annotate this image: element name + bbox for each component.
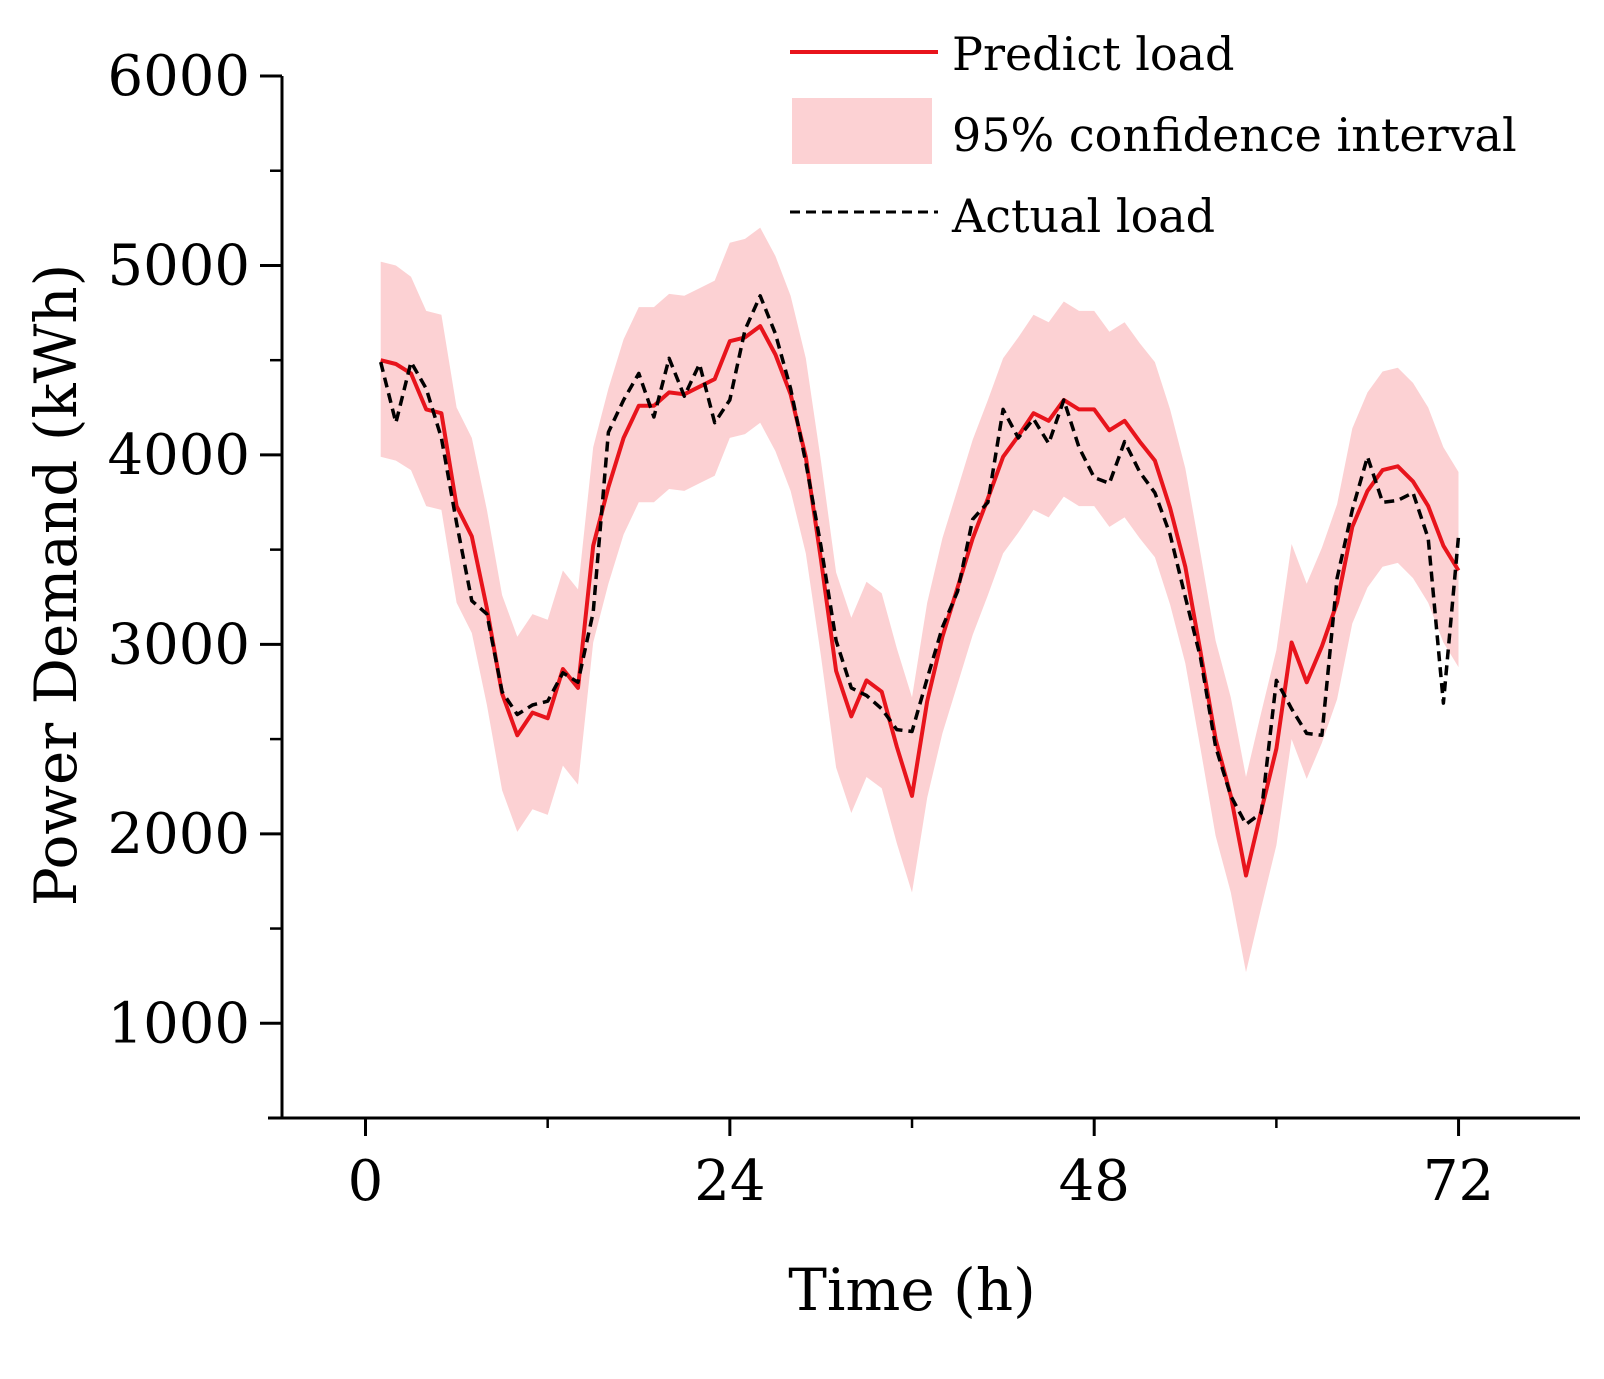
- axes: 0 24 48 72 1000 2000 3000 4000 5000 6000: [107, 44, 1580, 1214]
- y-tick-label-4000: 4000: [107, 423, 250, 488]
- legend-label-ci: 95% confidence interval: [952, 108, 1517, 162]
- y-tick-label-2000: 2000: [107, 802, 250, 867]
- x-tick-label-24: 24: [694, 1149, 765, 1214]
- x-axis-title: Time (h): [788, 1256, 1036, 1324]
- y-tick-label-3000: 3000: [107, 612, 250, 677]
- y-tick-label-5000: 5000: [107, 233, 250, 298]
- legend-label-predict: Predict load: [952, 27, 1234, 81]
- legend: Predict load 95% confidence interval Act…: [790, 27, 1517, 243]
- legend-swatch-ci: [792, 98, 932, 164]
- y-tick-label-1000: 1000: [107, 991, 250, 1056]
- y-tick-label-6000: 6000: [107, 44, 250, 109]
- x-tick-label-48: 48: [1059, 1149, 1130, 1214]
- x-tick-label-72: 72: [1423, 1149, 1494, 1214]
- x-tick-label-0: 0: [348, 1149, 384, 1214]
- series-ci-band: [380, 227, 1459, 973]
- legend-label-actual: Actual load: [951, 189, 1215, 243]
- axis-ticks: 0 24 48 72 1000 2000 3000 4000 5000 6000: [107, 44, 1494, 1214]
- y-axis-title: Power Demand (kWh): [22, 264, 90, 906]
- plot-area: [379, 227, 1461, 973]
